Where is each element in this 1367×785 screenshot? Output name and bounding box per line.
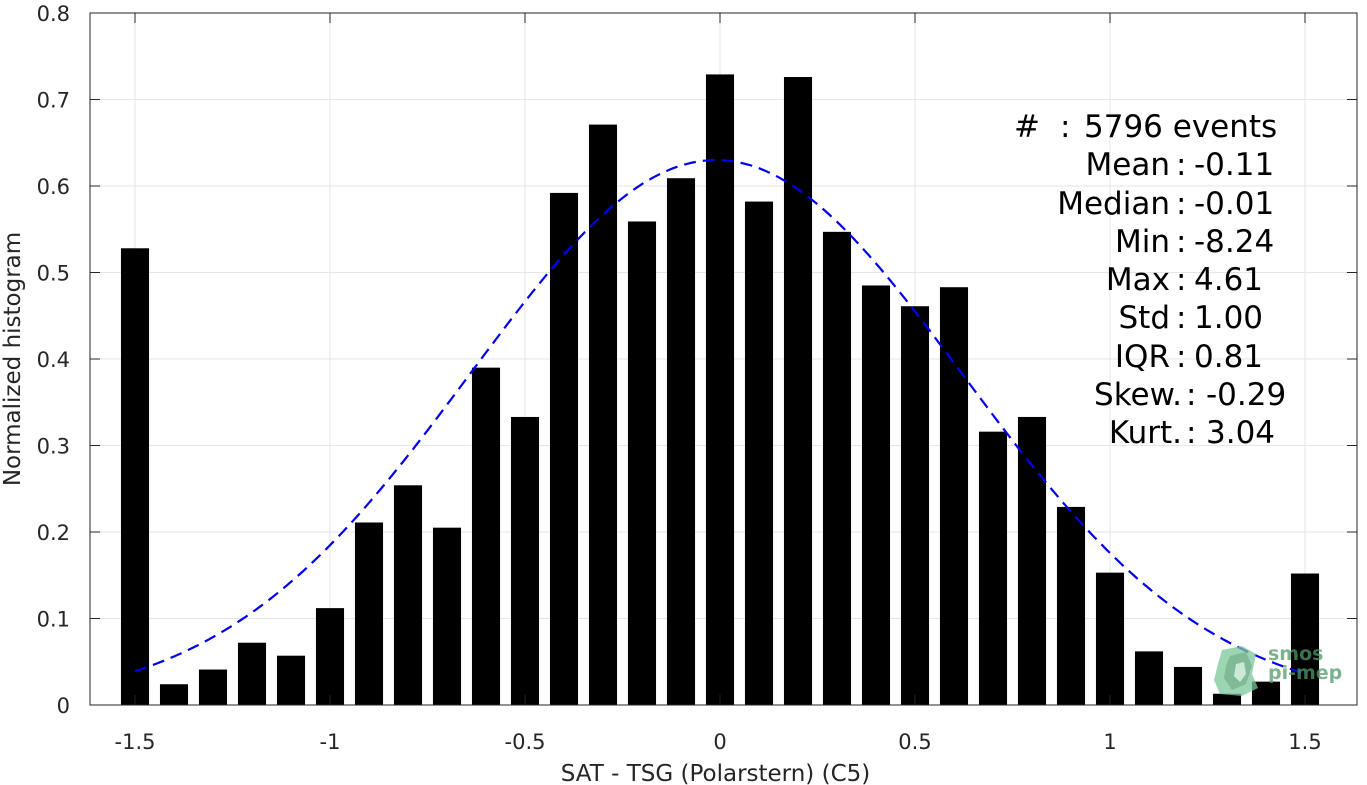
histogram-bar: [120, 248, 150, 705]
x-tick-label: 1.5: [1288, 730, 1321, 754]
stat-label: Skew.: [1094, 377, 1182, 414]
histogram-bar: [1017, 416, 1047, 705]
y-tick-label: 0.8: [37, 2, 70, 26]
stat-iqr: IQR:0.81: [1114, 338, 1264, 375]
stat-median: Median: -0.01: [1057, 185, 1275, 222]
histogram-bar: [978, 431, 1008, 705]
histogram-bar: [549, 192, 579, 706]
y-tick-label: 0.1: [37, 608, 70, 632]
y-tick-label: 0.6: [37, 175, 70, 199]
y-tick-label: 0.2: [37, 521, 70, 545]
histogram-bar: [1251, 681, 1281, 705]
y-tick-label: 0: [57, 694, 70, 718]
histogram-bar: [354, 522, 384, 705]
histogram-bar: [822, 231, 852, 705]
histogram-bar: [237, 642, 267, 705]
histogram-bar: [1290, 573, 1320, 705]
stat-skew: Skew.: -0.29: [1094, 377, 1287, 414]
y-tick-label: 0.4: [37, 348, 70, 372]
histogram-bar: [705, 74, 735, 706]
y-axis-label: Normalized histogram: [0, 232, 26, 486]
stat-max: Max:4.61: [1105, 262, 1264, 299]
histogram-bar: [1173, 666, 1203, 705]
smos-pi-mep-logo-icon: [1214, 646, 1258, 696]
histogram-bar: [393, 485, 423, 705]
stat-value: -8.24: [1194, 223, 1275, 260]
histogram-bar: [159, 684, 189, 705]
histogram-bar: [198, 669, 228, 705]
histogram-bar: [1212, 693, 1242, 705]
stat-label: IQR: [1114, 338, 1170, 375]
stat-kurt: Kurt.:3.04: [1108, 415, 1276, 452]
stat-label: Std: [1118, 300, 1170, 337]
stat-label: Mean: [1085, 147, 1170, 184]
stat-value: 3.04: [1206, 415, 1276, 452]
logo-line1: smos: [1268, 643, 1324, 665]
stat-value: -0.29: [1206, 377, 1287, 414]
x-tick-label: 0: [713, 730, 726, 754]
stat-std: Std:1.00: [1118, 300, 1264, 337]
x-tick-label: 0.5: [898, 730, 931, 754]
y-tick-label: 0.3: [37, 435, 70, 459]
histogram-bar: [471, 367, 501, 705]
histogram-bar: [276, 655, 306, 705]
stat-value: 5796 events: [1084, 109, 1278, 145]
histogram-bar: [432, 527, 462, 705]
stat-value: 0.81: [1194, 338, 1264, 375]
x-tick-label: -1: [320, 730, 341, 754]
histogram-bar: [783, 77, 813, 705]
x-axis-label: SAT - TSG (Polarstern) (C5): [561, 761, 870, 785]
histogram-bar: [939, 287, 969, 705]
histogram-bar: [627, 221, 657, 705]
axis-ticks: -1.5 -1 -0.5 0 0.5 1 1.5 0 0.1 0.2 0.3 0.4 0.5 0.6 0.7…: [37, 2, 1357, 754]
x-tick-label: -0.5: [505, 730, 546, 754]
histogram-bar: [510, 416, 540, 705]
statistics-box: #:5796 events Mean: -0.11 Median: -0.01 Mi…: [980, 108, 1310, 453]
histogram-bar: [666, 178, 696, 706]
stat-label: #: [1014, 109, 1040, 145]
smos-pi-mep-logo: smos pi-mep: [1212, 642, 1352, 698]
stat-count: #:5796 events: [1014, 109, 1278, 145]
histogram-bar: [1056, 506, 1086, 705]
y-tick-label: 0.7: [37, 89, 70, 113]
histogram-bar: [744, 201, 774, 705]
logo-line2: pi-mep: [1268, 662, 1343, 684]
bars: [120, 74, 1320, 706]
histogram-bar: [900, 306, 930, 705]
stat-label: Max: [1105, 262, 1170, 299]
histogram-bar: [861, 285, 891, 705]
histogram-bar: [315, 608, 345, 705]
histogram-bar: [1095, 572, 1125, 705]
x-tick-label: 1: [1103, 730, 1116, 754]
stat-min: Min: -8.24: [1114, 223, 1275, 260]
histogram-bar: [1134, 651, 1164, 705]
stat-value: 4.61: [1194, 262, 1264, 299]
stat-label: Kurt.: [1108, 415, 1182, 452]
stat-value: -0.01: [1194, 185, 1275, 222]
stat-label: Min: [1114, 223, 1170, 260]
x-tick-label: -1.5: [115, 730, 156, 754]
stat-label: Median: [1057, 185, 1170, 222]
stat-value: -0.11: [1194, 147, 1275, 184]
histogram-bar: [588, 124, 618, 705]
normal-fit-curve: [134, 159, 1306, 675]
y-tick-label: 0.5: [37, 262, 70, 286]
stat-value: 1.00: [1194, 300, 1264, 337]
stat-mean: Mean: -0.11: [1085, 147, 1275, 184]
